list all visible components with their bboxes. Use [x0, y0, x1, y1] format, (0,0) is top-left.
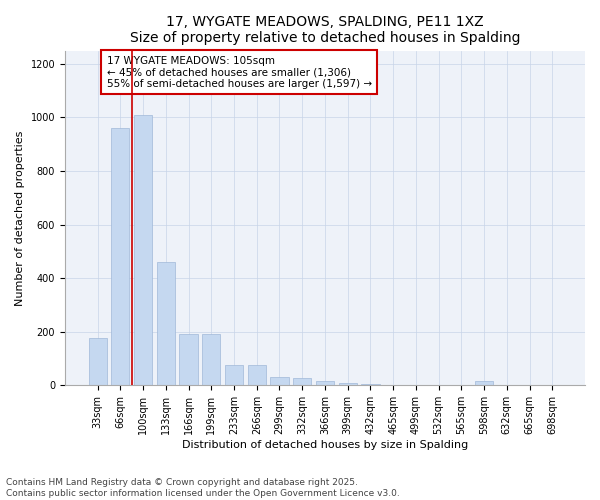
Bar [134, 115, 152, 386]
Bar [361, 384, 380, 386]
Bar [89, 338, 107, 386]
Bar [202, 334, 220, 386]
Text: 17 WYGATE MEADOWS: 105sqm
← 45% of detached houses are smaller (1,306)
55% of se: 17 WYGATE MEADOWS: 105sqm ← 45% of detac… [107, 56, 371, 89]
Bar [248, 366, 266, 386]
Title: 17, WYGATE MEADOWS, SPALDING, PE11 1XZ
Size of property relative to detached hou: 17, WYGATE MEADOWS, SPALDING, PE11 1XZ S… [130, 15, 520, 45]
Bar [157, 262, 175, 386]
Bar [111, 128, 130, 386]
Text: Contains HM Land Registry data © Crown copyright and database right 2025.
Contai: Contains HM Land Registry data © Crown c… [6, 478, 400, 498]
Bar [271, 378, 289, 386]
Bar [179, 334, 197, 386]
Bar [338, 382, 357, 386]
Bar [225, 366, 243, 386]
Bar [316, 382, 334, 386]
Bar [475, 382, 493, 386]
X-axis label: Distribution of detached houses by size in Spalding: Distribution of detached houses by size … [182, 440, 468, 450]
Bar [293, 378, 311, 386]
Y-axis label: Number of detached properties: Number of detached properties [15, 130, 25, 306]
